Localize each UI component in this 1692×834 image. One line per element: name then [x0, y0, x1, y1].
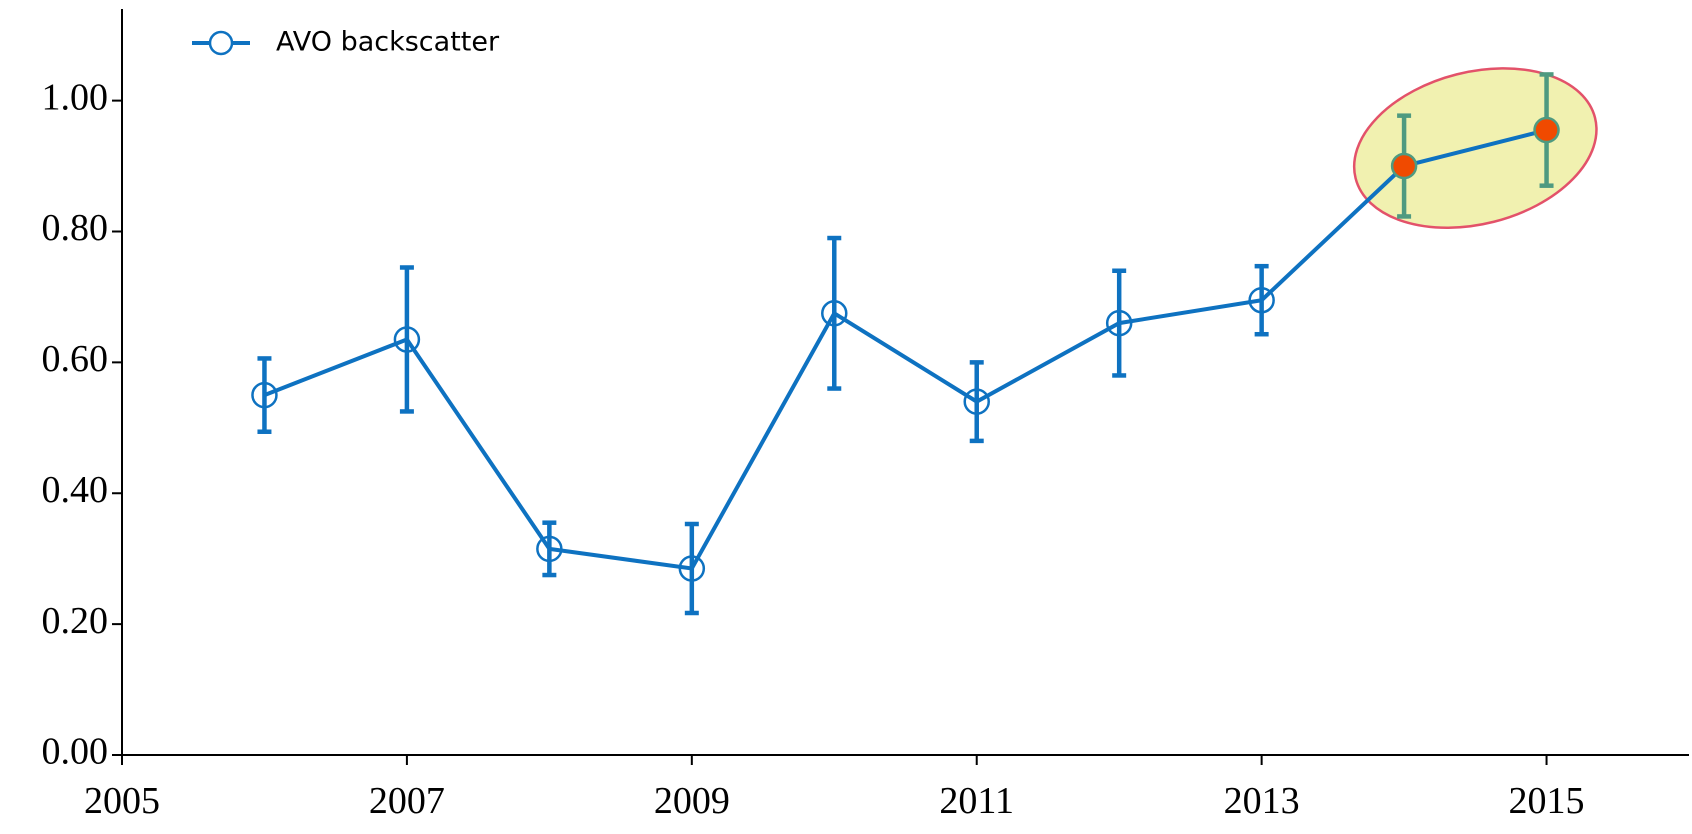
point-marker [678, 555, 706, 582]
point-marker [1248, 286, 1275, 314]
y-tick-label: 0.00 [42, 731, 109, 773]
legend-label: AVO backscatter [276, 27, 500, 58]
point-marker [821, 300, 848, 327]
x-tick-label: 2011 [939, 780, 1014, 822]
point-marker [1533, 116, 1560, 144]
x-tick-label: 2009 [654, 780, 730, 822]
x-tick-label: 2013 [1224, 780, 1300, 822]
y-tick-label: 0.60 [42, 338, 109, 380]
x-tick-label: 2015 [1509, 780, 1585, 822]
point-marker [393, 326, 421, 353]
point-marker [963, 388, 990, 415]
x-tick-label: 2007 [369, 780, 445, 822]
point-marker [251, 381, 278, 409]
y-tick-label: 1.00 [42, 76, 109, 118]
series-line [263, 128, 1548, 571]
legend-marker [208, 30, 234, 56]
y-tick-label: 0.40 [42, 469, 109, 511]
point-marker [1105, 309, 1133, 337]
x-tick-label: 2005 [84, 780, 160, 822]
point-marker [536, 535, 563, 563]
y-tick-label: 0.80 [42, 207, 109, 249]
point-marker [1390, 152, 1418, 180]
y-tick-label: 0.20 [42, 600, 109, 642]
